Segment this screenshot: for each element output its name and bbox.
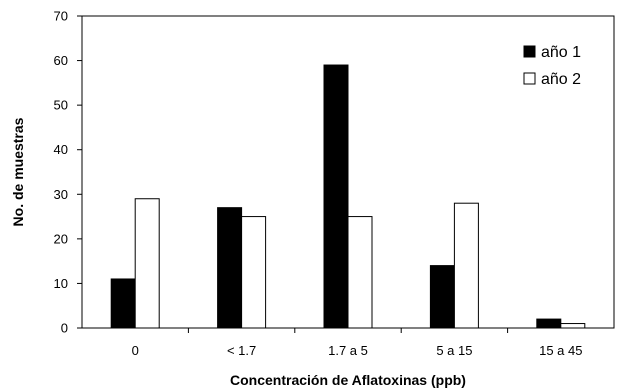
y-axis-title: No. de muestras — [10, 117, 26, 226]
bar-series-1 — [110, 278, 136, 329]
y-axis-ticks: 0 10 20 30 40 50 60 70 — [54, 9, 82, 336]
bar-series-2 — [241, 216, 267, 329]
x-tick-label: 0 — [132, 343, 139, 358]
legend-label-ano-1: año 1 — [541, 44, 581, 61]
x-tick-label: 15 a 45 — [539, 343, 582, 358]
bar-series-2 — [347, 216, 373, 329]
y-tick-label: 10 — [54, 276, 68, 291]
y-tick-label: 60 — [54, 53, 68, 68]
x-tick-label: 5 a 15 — [436, 343, 472, 358]
x-axis-ticks: 0 < 1.7 1.7 a 5 5 a 15 15 a 45 — [132, 328, 582, 358]
y-tick-label: 50 — [54, 98, 68, 113]
x-tick-label: 1.7 a 5 — [328, 343, 368, 358]
y-tick-label: 70 — [54, 9, 68, 24]
y-tick-label: 20 — [54, 231, 68, 246]
y-tick-label: 40 — [54, 142, 68, 157]
bars-group — [110, 64, 586, 329]
y-tick-label: 0 — [61, 321, 68, 336]
bar-series-2 — [453, 202, 479, 329]
bar-series-1 — [429, 265, 455, 329]
bar-series-1 — [217, 207, 243, 329]
legend-swatch-ano-1 — [523, 45, 536, 58]
legend-swatch-ano-2 — [523, 72, 536, 85]
bar-series-1 — [536, 318, 562, 329]
legend-label-ano-2: año 2 — [541, 71, 581, 88]
y-tick-label: 30 — [54, 187, 68, 202]
x-tick-label: < 1.7 — [227, 343, 256, 358]
x-axis-title: Concentración de Aflatoxinas (ppb) — [230, 372, 466, 388]
bar-series-2 — [134, 198, 160, 329]
legend: año 1 año 2 — [523, 44, 581, 88]
bar-series-2 — [560, 323, 586, 329]
bar-series-1 — [323, 64, 349, 329]
